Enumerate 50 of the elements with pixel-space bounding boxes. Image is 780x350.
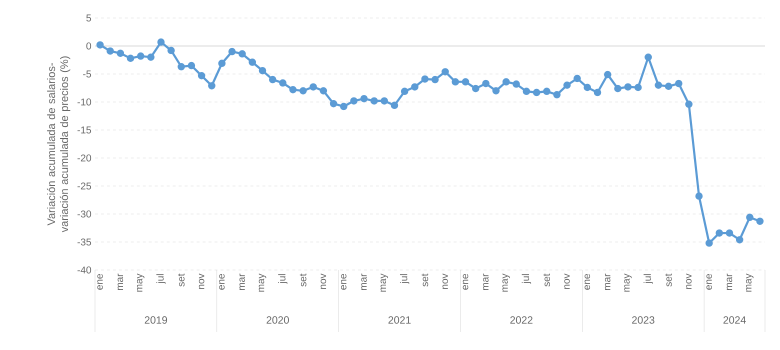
x-tick-label: ene (97, 274, 103, 290)
x-tick-label: nov (564, 274, 570, 289)
x-tick-label: nov (442, 274, 448, 289)
y-tick-label: -25 (78, 182, 92, 190)
x-tick-label: jul (156, 274, 166, 284)
x-tick-label: mar (483, 274, 489, 290)
x-tick-label: jul (522, 274, 532, 284)
x-tick-label: ene (340, 274, 346, 290)
y-tick-label: -5 (83, 70, 92, 78)
x-tick-label: ene (219, 274, 225, 290)
x-tick-label: may (258, 274, 266, 292)
text: 2019 (144, 316, 168, 324)
x-tick-label: mar (239, 274, 245, 290)
x-tick-label: set (543, 274, 550, 287)
x-tick-label: mar (604, 274, 610, 290)
x-tick-label: may (746, 274, 754, 292)
y-tick-label: 0 (86, 42, 92, 50)
y-tick-label: -40 (78, 266, 92, 274)
x-tick-label: set (665, 274, 672, 287)
x-tick-label: set (178, 274, 185, 287)
text: 2022 (510, 316, 532, 324)
x-tick-label: nov (198, 274, 204, 289)
x-tick-label: jul (278, 274, 288, 284)
x-tick-label: may (380, 274, 388, 292)
y-tick-label: -35 (78, 238, 92, 246)
x-tick-label: set (422, 274, 428, 287)
x-tick-label: nov (686, 274, 692, 289)
x-tick-label: set (300, 274, 306, 287)
x-tick-label: jul (400, 274, 410, 284)
x-tick-label: ene (706, 274, 712, 290)
y-tick-label: -10 (78, 98, 92, 106)
x-tick-label: may (502, 274, 510, 292)
x-tick-label: ene (462, 274, 468, 290)
y-tick-label: 5 (86, 14, 92, 22)
x-tick-label: may (136, 274, 144, 292)
x-tick-label: jul (644, 274, 653, 284)
text: 2023 (632, 316, 654, 324)
y-tick-label: -30 (78, 210, 92, 218)
x-tick-label: mar (726, 274, 732, 290)
text: 2024 (723, 316, 746, 324)
text: 2020 (266, 316, 289, 324)
text: 2021 (388, 316, 411, 324)
y-axis-title: Variación acumulada de salarios-variación acumulada de precios (%) (46, 56, 70, 232)
x-tick-label: nov (320, 274, 326, 289)
x-tick-label: may (624, 274, 632, 292)
x-tick-label: mar (118, 274, 124, 290)
y-tick-label: -20 (78, 154, 92, 162)
y-tick-label: -15 (78, 126, 92, 134)
x-tick-label: ene (584, 274, 590, 290)
x-tick-label: mar (361, 274, 367, 290)
